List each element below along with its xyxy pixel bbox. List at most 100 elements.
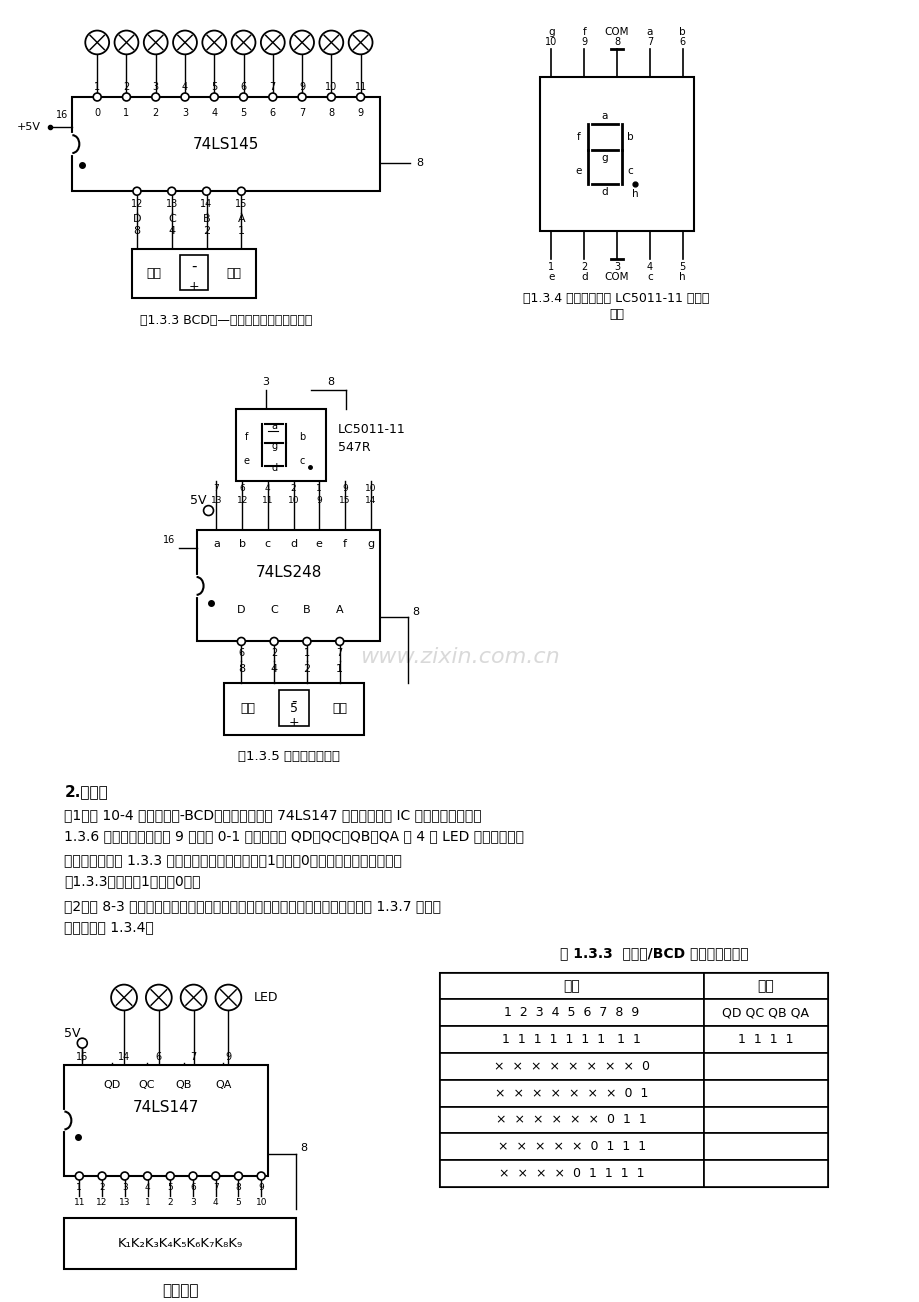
Text: 6: 6 — [679, 38, 685, 47]
Text: 1: 1 — [335, 664, 343, 674]
Bar — [180, 255, 208, 290]
Text: 7: 7 — [299, 108, 305, 118]
Circle shape — [143, 1172, 152, 1180]
Text: QA: QA — [215, 1079, 232, 1090]
Text: 1: 1 — [144, 1198, 150, 1207]
Text: 6: 6 — [269, 108, 276, 118]
Text: LED: LED — [253, 991, 278, 1004]
Text: 4: 4 — [211, 108, 217, 118]
Circle shape — [348, 30, 372, 55]
Text: D: D — [132, 214, 141, 224]
Text: 16: 16 — [56, 109, 69, 120]
Text: QD QC QB QA: QD QC QB QA — [721, 1006, 809, 1019]
Text: 74LS145: 74LS145 — [193, 137, 259, 151]
Text: 2: 2 — [153, 108, 159, 118]
Text: 16: 16 — [76, 1052, 88, 1062]
Text: 8: 8 — [235, 1184, 241, 1193]
Text: 表1.3.3中（亮为1，灭为0）。: 表1.3.3中（亮为1，灭为0）。 — [64, 875, 200, 888]
Text: 2: 2 — [271, 648, 277, 659]
Text: 2: 2 — [167, 1198, 173, 1207]
Text: 10: 10 — [365, 484, 376, 493]
Text: 拨码: 拨码 — [241, 702, 255, 715]
Bar — [703, 1053, 827, 1079]
Text: 10: 10 — [288, 496, 299, 505]
Text: LC5011-11: LC5011-11 — [337, 423, 405, 436]
Circle shape — [120, 1172, 129, 1180]
Text: 功能表见表 1.3.4。: 功能表见表 1.3.4。 — [64, 921, 154, 934]
Text: 8: 8 — [328, 108, 334, 118]
Bar — [703, 1107, 827, 1133]
Circle shape — [237, 187, 245, 195]
Text: g: g — [548, 26, 554, 36]
Text: 8: 8 — [237, 664, 244, 674]
Text: f: f — [244, 432, 248, 443]
Text: ×  ×  ×  ×  ×  ×  0  1  1: × × × × × × 0 1 1 — [496, 1113, 646, 1126]
Bar — [439, 1160, 703, 1187]
Text: 7: 7 — [646, 38, 652, 47]
Text: h: h — [631, 189, 638, 199]
Text: 7: 7 — [190, 1052, 197, 1062]
Text: a: a — [271, 422, 277, 431]
Bar — [73, 96, 380, 191]
Text: 8: 8 — [412, 607, 419, 617]
Text: 7: 7 — [213, 484, 219, 493]
Circle shape — [289, 30, 313, 55]
Circle shape — [173, 30, 197, 55]
Text: 2.编码器: 2.编码器 — [64, 784, 108, 798]
Text: QB: QB — [176, 1079, 192, 1090]
Text: 1: 1 — [76, 1184, 82, 1193]
Text: g: g — [271, 441, 277, 450]
Text: b: b — [238, 539, 245, 549]
Text: 1  1  1  1  1  1  1   1  1: 1 1 1 1 1 1 1 1 1 — [502, 1034, 641, 1046]
Circle shape — [111, 984, 137, 1010]
Circle shape — [93, 92, 101, 102]
Text: 9: 9 — [581, 38, 586, 47]
Bar — [439, 1133, 703, 1160]
Bar — [703, 1000, 827, 1026]
Text: 8: 8 — [613, 38, 619, 47]
Text: 3: 3 — [182, 108, 187, 118]
Text: A: A — [237, 214, 244, 224]
Text: 8: 8 — [415, 158, 423, 168]
Text: 74LS248: 74LS248 — [255, 565, 322, 581]
Text: 10: 10 — [545, 38, 557, 47]
Text: 5: 5 — [235, 1198, 241, 1207]
Text: 16: 16 — [163, 535, 175, 546]
Text: 2: 2 — [303, 664, 310, 674]
Text: 9: 9 — [225, 1052, 232, 1062]
Text: COM: COM — [604, 26, 629, 36]
Bar — [439, 1026, 703, 1053]
Text: 6: 6 — [239, 484, 244, 493]
Text: -: - — [191, 259, 197, 275]
Text: 5: 5 — [679, 262, 685, 272]
Circle shape — [357, 92, 364, 102]
Circle shape — [166, 1172, 174, 1180]
Circle shape — [298, 92, 306, 102]
Text: 开关: 开关 — [227, 267, 242, 280]
Text: d: d — [601, 186, 607, 197]
Text: 5: 5 — [289, 702, 298, 715]
Text: 6: 6 — [155, 1052, 162, 1062]
Text: ×  ×  ×  ×  ×  ×  ×  0  1: × × × × × × × 0 1 — [494, 1087, 648, 1100]
Text: 9: 9 — [316, 496, 322, 505]
Text: b: b — [678, 26, 686, 36]
Text: +5V: +5V — [17, 122, 40, 132]
Text: 10: 10 — [255, 1198, 267, 1207]
Text: +: + — [289, 716, 299, 729]
Bar — [703, 1026, 827, 1053]
Text: 12: 12 — [96, 1198, 108, 1207]
Text: a: a — [646, 26, 652, 36]
Text: 13: 13 — [210, 496, 222, 505]
Circle shape — [239, 92, 247, 102]
Bar — [703, 1079, 827, 1107]
Text: B: B — [302, 605, 311, 616]
Text: 1  2  3  4  5  6  7  8  9: 1 2 3 4 5 6 7 8 9 — [504, 1006, 639, 1019]
Text: ×  ×  ×  ×  0  1  1  1  1: × × × × 0 1 1 1 1 — [498, 1167, 644, 1180]
Text: 5: 5 — [167, 1184, 173, 1193]
Bar — [703, 1133, 827, 1160]
Text: 4: 4 — [182, 82, 187, 92]
Circle shape — [335, 638, 344, 646]
Text: 7: 7 — [336, 648, 343, 659]
Text: 11: 11 — [262, 496, 273, 505]
Text: c: c — [265, 539, 270, 549]
